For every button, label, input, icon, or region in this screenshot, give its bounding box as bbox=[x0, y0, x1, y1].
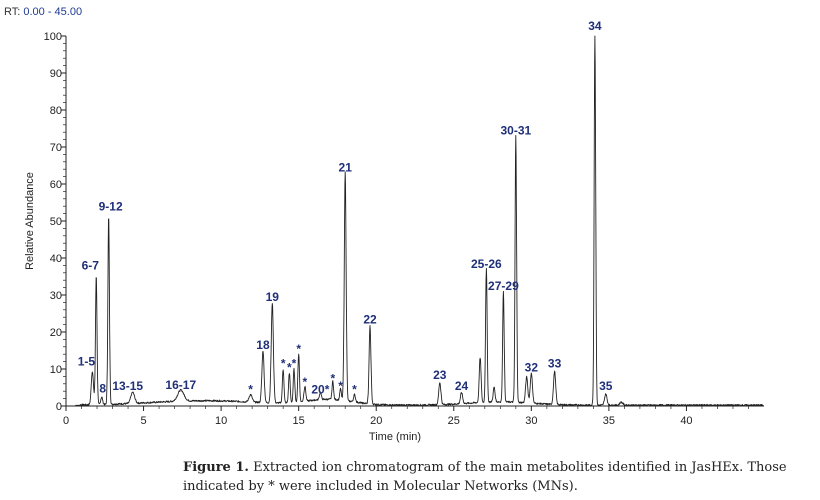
peak-label-29: 33 bbox=[548, 357, 562, 371]
peak-label-4: 13-15 bbox=[112, 379, 143, 393]
ion-chromatogram-trace bbox=[75, 35, 764, 407]
peak-label-23: 25-26 bbox=[471, 257, 502, 271]
caption-text: Extracted ion chromatogram of the main m… bbox=[183, 460, 787, 494]
y-tick-label: 70 bbox=[50, 142, 62, 154]
peak-label-25: 27-29 bbox=[488, 279, 519, 293]
figure-caption: Figure 1. Extracted ion chromatogram of … bbox=[183, 458, 808, 496]
peak-label-10: * bbox=[287, 360, 292, 374]
y-tick-label: 30 bbox=[50, 290, 62, 302]
peak-label-28: 32 bbox=[525, 360, 539, 374]
y-tick-label: 50 bbox=[50, 216, 62, 228]
peak-label-6: * bbox=[248, 383, 253, 397]
peak-label-14: 20* bbox=[311, 383, 329, 397]
peak-label-19: 22 bbox=[363, 312, 377, 326]
peak-label-0: 1-5 bbox=[78, 355, 96, 369]
y-tick-label: 10 bbox=[50, 364, 62, 376]
peak-label-16: * bbox=[338, 379, 343, 393]
chromatogram-chart: 0 10 20 30 40 50 60 70 80 90 100 0 5 10 15 20 25 30 35 40 1… bbox=[24, 19, 764, 443]
peak-label-30: 34 bbox=[588, 19, 602, 33]
y-tick-label: 60 bbox=[50, 179, 62, 191]
y-tick-label: 0 bbox=[56, 401, 62, 413]
ticks: 0 10 20 30 40 50 60 70 80 90 100 0 5 10 15 20 25 30 35 40 bbox=[44, 31, 749, 427]
caption-label: Figure 1. bbox=[183, 460, 249, 475]
peak-label-9: * bbox=[281, 357, 286, 371]
x-tick-label: 20 bbox=[370, 415, 382, 427]
peak-label-12: * bbox=[296, 342, 301, 356]
x-tick-label: 35 bbox=[603, 415, 615, 427]
axes bbox=[65, 36, 764, 407]
x-tick-label: 10 bbox=[215, 415, 227, 427]
x-tick-label: 15 bbox=[293, 415, 305, 427]
peak-label-18: * bbox=[352, 383, 357, 397]
y-tick-label: 20 bbox=[50, 327, 62, 339]
peak-label-20: 23 bbox=[433, 368, 447, 382]
x-tick-label: 40 bbox=[680, 415, 692, 427]
peak-label-5: 16-17 bbox=[165, 378, 196, 392]
peak-label-2: 8 bbox=[99, 382, 106, 396]
rt-range-value: 0.00 - 45.00 bbox=[23, 6, 83, 18]
peak-label-15: * bbox=[330, 372, 335, 386]
x-tick-label: 5 bbox=[140, 415, 146, 427]
y-axis-title: Relative Abundance bbox=[24, 172, 36, 270]
y-tick-label: 90 bbox=[50, 68, 62, 80]
x-axis-title: Time (min) bbox=[369, 431, 421, 443]
peak-label-1: 6-7 bbox=[82, 259, 100, 273]
peak-label-11: * bbox=[292, 357, 297, 371]
peak-label-31: 35 bbox=[599, 379, 613, 393]
peak-label-3: 9-12 bbox=[99, 199, 123, 213]
peak-label-17: 21 bbox=[339, 161, 353, 175]
peak-label-26: 30-31 bbox=[500, 124, 531, 138]
rt-prefix: RT: bbox=[4, 6, 21, 18]
x-tick-label: 30 bbox=[525, 415, 537, 427]
y-tick-label: 100 bbox=[44, 31, 62, 43]
peak-label-8: 19 bbox=[266, 290, 280, 304]
y-tick-label: 80 bbox=[50, 105, 62, 117]
rt-range-label: RT: 0.00 - 45.00 bbox=[4, 6, 82, 18]
x-tick-label: 0 bbox=[63, 415, 69, 427]
y-tick-label: 40 bbox=[50, 253, 62, 265]
peak-label-13: * bbox=[303, 375, 308, 389]
x-tick-label: 25 bbox=[448, 415, 460, 427]
peak-label-21: 24 bbox=[455, 379, 469, 393]
peak-label-7: 18 bbox=[256, 338, 270, 352]
